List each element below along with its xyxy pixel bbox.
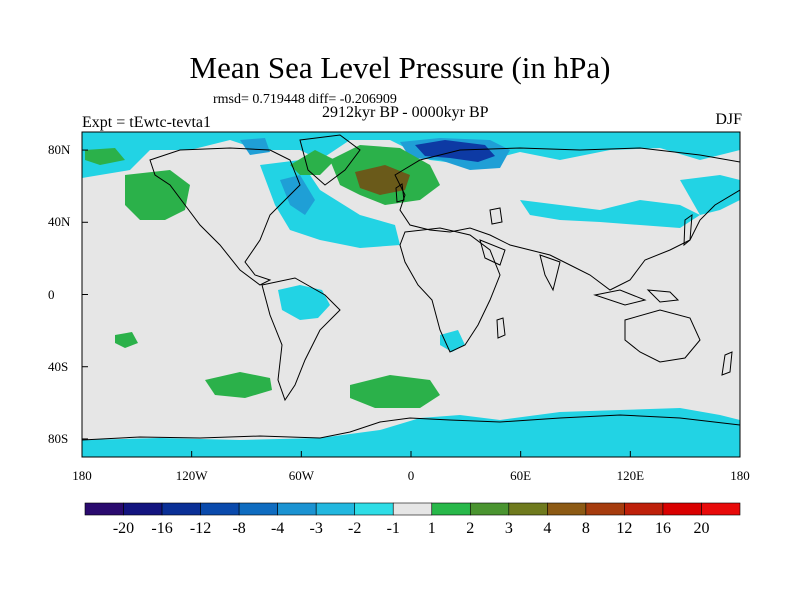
lat-label: 40S	[48, 358, 69, 374]
colorbar-label: -16	[151, 520, 173, 537]
colorbar-label: -12	[189, 520, 212, 537]
colorbar-swatch	[354, 502, 394, 516]
colorbar-label: -8	[232, 520, 246, 537]
colorbar-swatch	[84, 502, 124, 516]
colorbar-label: 3	[504, 520, 513, 537]
lat-label: 40N	[48, 214, 71, 230]
colorbar-swatch	[161, 502, 201, 516]
colorbar-swatch	[392, 502, 433, 516]
lon-label: 60E	[510, 468, 532, 483]
lon-label: 120E	[616, 468, 645, 483]
coastlines	[82, 134, 740, 441]
lon-label: 180	[730, 468, 750, 483]
colorbar-swatch	[123, 502, 163, 516]
rmsd-diff-stats: rmsd= 0.719448 diff= -0.206909	[213, 92, 397, 107]
colorbar-swatch	[508, 502, 548, 516]
colorbar-swatch	[547, 502, 587, 516]
colorbar-swatch	[200, 502, 240, 516]
lat-label: 80S	[48, 430, 69, 446]
experiment-label: Expt = tEwtc-tevta1	[82, 114, 211, 131]
colorbar-swatch	[701, 502, 741, 516]
colorbar-swatch	[431, 502, 471, 516]
colorbar-label: 4	[543, 520, 552, 537]
colorbar-swatch	[585, 502, 625, 516]
time-period: 2912kyr BP - 0000kyr BP	[322, 104, 489, 121]
colorbar-swatch	[662, 502, 702, 516]
axis-ticks	[81, 149, 741, 457]
colorbar-label: 2	[466, 520, 475, 537]
lon-label: 120W	[175, 468, 208, 483]
colorbar-swatch	[238, 502, 278, 516]
colorbar-label: -20	[112, 520, 135, 537]
colorbar-label: 12	[616, 520, 633, 537]
colorbar-label: -1	[386, 520, 400, 537]
colorbar-label: 8	[581, 520, 590, 537]
lat-label: 0	[48, 286, 55, 302]
lon-label: 60W	[288, 468, 314, 483]
lon-label: 180	[72, 468, 92, 483]
colorbar-label: -4	[270, 520, 285, 537]
colorbar-label: 1	[427, 520, 436, 537]
lat-label: 80N	[48, 142, 71, 158]
colorbar-swatch	[624, 502, 664, 516]
map-title: Mean Sea Level Pressure (in hPa)	[189, 50, 611, 85]
colorbar-swatch	[277, 502, 317, 516]
colorbar-label: 16	[654, 520, 671, 537]
colorbar-label: -2	[348, 520, 362, 537]
season-label: DJF	[715, 111, 742, 128]
colorbar-swatch	[315, 502, 356, 516]
colorbar-label: 20	[693, 520, 710, 537]
lon-label: 0	[407, 468, 415, 483]
colorbar-swatch	[469, 502, 510, 516]
colorbar	[84, 502, 741, 516]
colorbar-label: -3	[309, 520, 323, 537]
